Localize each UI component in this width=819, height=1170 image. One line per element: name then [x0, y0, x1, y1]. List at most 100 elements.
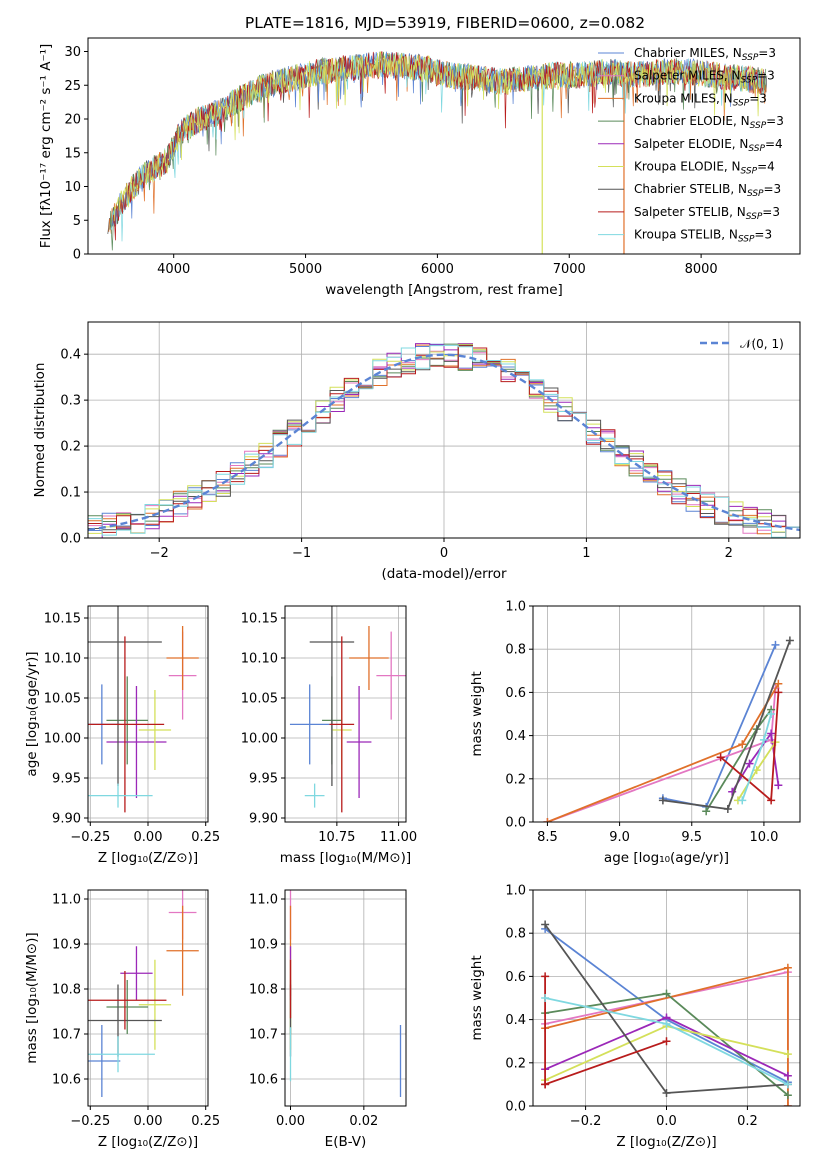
weight-point-marker — [541, 1080, 550, 1089]
y-tick-label: 0.2 — [505, 1056, 526, 1071]
x-tick-label: 1 — [582, 546, 590, 561]
x-tick-label: 5000 — [289, 262, 322, 277]
histogram-series-kroupa-stelib — [88, 344, 800, 538]
y-tick-label: 0.3 — [60, 394, 81, 409]
y-tick-label: 0.8 — [505, 643, 526, 658]
y-tick-label: 0.2 — [505, 772, 526, 787]
y-tick-label: 10.6 — [249, 1073, 278, 1088]
y-tick-label: 0.6 — [505, 686, 526, 701]
errorbars — [88, 890, 199, 1097]
errorbar-kroupa-miles — [166, 905, 199, 996]
axes-frame — [532, 605, 801, 823]
errorbar-salpeter-stelib — [88, 636, 165, 813]
spectrum-series-kroupa-elodie — [113, 51, 764, 222]
x-tick-label: 0.0 — [656, 1114, 677, 1129]
spectrum-legend: Chabrier MILES, NSSP=3 Salpeter MILES, NS… — [598, 46, 784, 245]
errorbar-salpeter-elodie — [106, 686, 167, 798]
y-axis-label: age [log₁₀(age/yr)] — [24, 651, 40, 776]
y-axis-label: mass weight — [469, 955, 485, 1040]
plots-container: 4000 5000 6000 7000 8000051015202530waveleng… — [24, 37, 801, 1150]
x-tick-label: 8000 — [685, 262, 718, 277]
weight-point-marker — [662, 1037, 671, 1046]
x-axis-label: wavelength [Angstrom, rest frame] — [325, 282, 563, 298]
x-tick-label: 6000 — [421, 262, 454, 277]
y-tick-label: 10.9 — [52, 938, 81, 953]
weight-point-marker — [767, 729, 776, 738]
weight-point-marker — [759, 735, 768, 744]
y-tick-label: 9.90 — [249, 812, 278, 827]
weight-point-marker — [543, 818, 552, 822]
y-tick-label: 20 — [64, 113, 81, 128]
legend-entry-label: Chabrier ELODIE, NSSP=3 — [634, 114, 784, 131]
y-tick-label: 30 — [64, 45, 81, 60]
y-tick-label: 10.05 — [241, 692, 278, 707]
weight-point-marker — [723, 805, 732, 814]
weight-series-salpeter-miles — [543, 684, 780, 822]
x-tick-label: 10.75 — [318, 830, 355, 845]
y-tick-label: 9.90 — [52, 812, 81, 827]
errorbar-chabrier-stelib — [309, 606, 355, 786]
x-axis-label: Z [log₁₀(Z/Z⊙)] — [98, 850, 198, 866]
y-tick-label: 0.6 — [505, 970, 526, 985]
y-tick-label: 11.0 — [52, 893, 81, 908]
errorbar-salpeter-stelib — [329, 636, 355, 813]
weight-point-marker — [783, 1080, 792, 1089]
axes-frame — [87, 889, 209, 1107]
y-tick-label: 10.7 — [249, 1028, 278, 1043]
x-axis-label: age [log₁₀(age/yr)] — [604, 850, 729, 866]
weight-point-marker — [767, 796, 776, 805]
weight-series-chabrier-stelib — [658, 636, 794, 814]
y-tick-label: 5 — [73, 214, 81, 229]
y-tick-label: 0.2 — [60, 440, 81, 455]
weight-series-chabrier-miles — [658, 640, 780, 811]
normal-reference-curve — [88, 353, 800, 532]
errorbar-kroupa-miles — [349, 626, 389, 690]
weight-point-marker — [662, 989, 671, 998]
y-tick-label: 9.95 — [52, 772, 81, 787]
x-tick-label: 0.00 — [134, 1114, 163, 1129]
y-tick-label: 10.00 — [241, 732, 278, 747]
x-axis-label: (data-model)/error — [381, 566, 507, 582]
x-tick-label: 0.2 — [737, 1114, 758, 1129]
axes-frame — [87, 321, 801, 539]
weight-series-salpeter-stelib — [716, 688, 783, 805]
weight-point-marker — [783, 1091, 792, 1100]
legend-entry-label: Kroupa ELODIE, NSSP=4 — [634, 160, 775, 177]
x-tick-label: −2 — [150, 546, 169, 561]
x-axis-label: Z [log₁₀(Z/Z⊙)] — [616, 1134, 716, 1150]
legend-entry-label: Salpeter STELIB, NSSP=3 — [634, 205, 780, 222]
errorbar-kroupa-stelib — [304, 783, 325, 808]
y-tick-label: 0.0 — [60, 532, 81, 547]
y-tick-label: 0.4 — [505, 1013, 526, 1028]
figure-title: PLATE=1816, MJD=53919, FIBERID=0600, z=0… — [245, 14, 645, 32]
y-tick-label: 0.0 — [505, 816, 526, 831]
y-tick-label: 10.8 — [52, 983, 81, 998]
weight-point-marker — [774, 688, 783, 697]
x-tick-label: 11.00 — [380, 830, 417, 845]
errorbar-chabrier-elodie — [106, 980, 148, 1034]
y-axis-label: mass weight — [469, 671, 485, 756]
errorbar-kroupa-miles — [166, 626, 199, 690]
weight-series-kroupa-stelib — [738, 710, 776, 805]
weight-vs-Z-panel: −0.2 0.0 0.2 0.0 0.2 0.4 0.6 0.8 1.0 Z [log₁₀(Z/Z… — [469, 884, 801, 1150]
weight-point-marker — [783, 963, 792, 972]
x-tick-label: −1 — [292, 546, 311, 561]
weight-point-marker — [771, 640, 780, 649]
y-tick-label: 10.15 — [44, 612, 81, 627]
y-tick-label: 10 — [64, 180, 81, 195]
y-tick-label: 0.4 — [505, 729, 526, 744]
errorbars — [289, 890, 402, 1097]
legend-entry-label: Salpeter MILES, NSSP=3 — [634, 69, 775, 86]
x-axis-label: mass [log₁₀(M/M⊙)] — [280, 850, 411, 866]
y-tick-label: 25 — [64, 79, 81, 94]
spectrum-panel: 4000 5000 6000 7000 8000 0 5 10 15 20 25 30 waveleng… — [38, 37, 801, 298]
mass-vs-Z-panel: −0.25 0.00 0.25 10.6 10.7 10.8 10.9 11.0 Z [log₁… — [24, 889, 220, 1150]
y-tick-label: 10.15 — [241, 612, 278, 627]
weight-point-marker — [541, 920, 550, 929]
y-tick-label: 11.0 — [249, 893, 278, 908]
y-tick-label: 0.8 — [505, 927, 526, 942]
y-tick-label: 10.7 — [52, 1028, 81, 1043]
y-tick-label: 10.05 — [44, 692, 81, 707]
weight-point-marker — [658, 796, 667, 805]
